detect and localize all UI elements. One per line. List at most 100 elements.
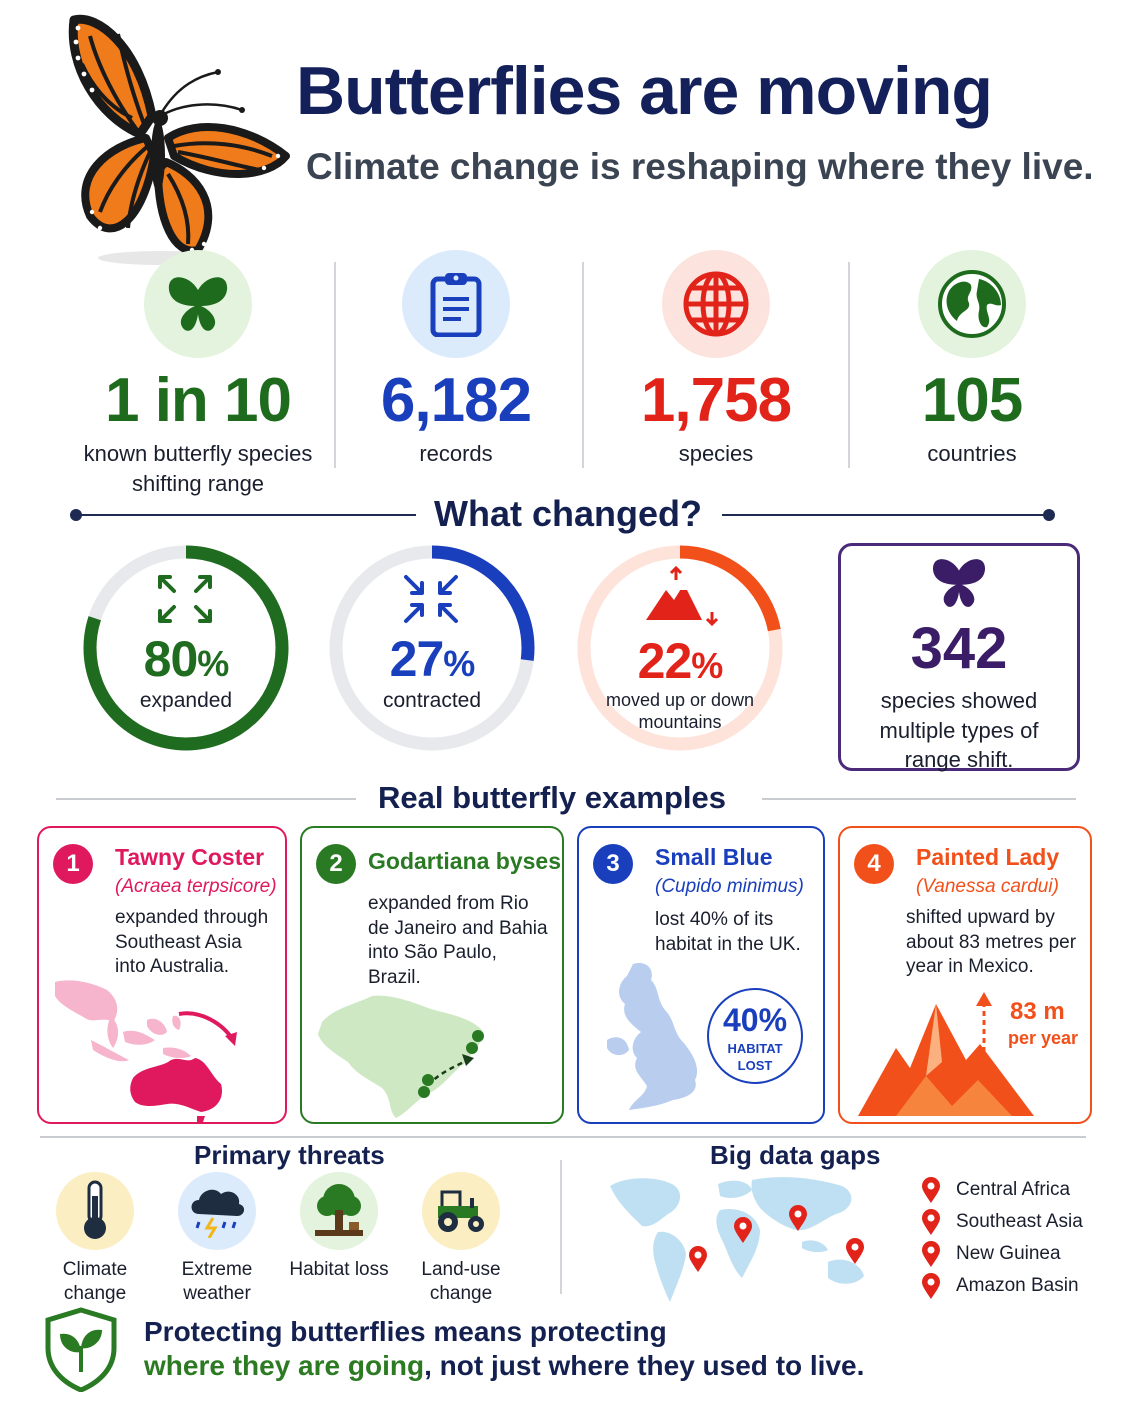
butterfly-icon xyxy=(144,250,252,358)
data-gap-item: New Guinea xyxy=(920,1240,1061,1268)
habitat-lost-stamp: 40% HABITAT LOST xyxy=(707,988,803,1084)
card-species-name: Godartiana byses xyxy=(368,848,562,874)
ring-unit: % xyxy=(691,645,723,686)
stat-divider xyxy=(848,262,850,468)
section-rule xyxy=(40,1136,1086,1138)
brazil-map xyxy=(318,995,484,1118)
world-map xyxy=(610,1177,864,1302)
card-description: expanded through Southeast Asia into Aus… xyxy=(115,907,269,978)
storm-cloud-icon xyxy=(178,1172,256,1250)
stamp-value: 40% xyxy=(722,1002,788,1038)
footer-highlight: where they are going xyxy=(144,1350,425,1381)
data-gap-label: Central Africa xyxy=(956,1179,1071,1200)
multi-shift-card: 342 species showed multiple types of ran… xyxy=(838,543,1080,772)
example-card-painted-lady: 4 Painted Lady (Vanessa cardui) shifted … xyxy=(838,826,1092,1124)
ring-value: 22 xyxy=(637,633,693,689)
data-gap-item: Central Africa xyxy=(920,1176,1070,1204)
multi-shift-label: species showed multiple types of range s… xyxy=(879,688,1039,773)
map-pin-icon xyxy=(689,1246,707,1272)
stat-divider xyxy=(582,262,584,468)
rise-unit: per year xyxy=(1008,1028,1079,1048)
data-gap-label: Amazon Basin xyxy=(956,1275,1079,1296)
card-scientific-name: (Vanessa cardui) xyxy=(916,876,1059,897)
data-gap-item: Amazon Basin xyxy=(920,1272,1079,1300)
ring-contracted xyxy=(329,545,535,751)
example-card-tawny-coster: 1 Tawny Coster (Acraea terpsicore) expan… xyxy=(37,826,287,1124)
card-scientific-name: (Acraea terpsicore) xyxy=(115,876,277,897)
multi-shift-value: 342 xyxy=(910,616,1008,681)
map-pin-icon xyxy=(789,1205,807,1231)
tree-stump-icon xyxy=(300,1172,378,1250)
ring-unit: % xyxy=(443,643,475,684)
butterfly-icon xyxy=(932,559,986,607)
card-number-badge: 1 xyxy=(53,844,93,884)
uk-map xyxy=(607,962,698,1110)
stat-value: 1,758 xyxy=(640,366,792,435)
footer-line-1: Protecting butterflies means protecting xyxy=(144,1316,667,1347)
threat-extreme-weather: Extreme weather xyxy=(162,1172,272,1306)
ring-expanded-text: 80% expanded xyxy=(78,630,294,713)
section-rule xyxy=(56,798,356,800)
section-title-threats: Primary threats xyxy=(194,1140,385,1170)
ring-value: 80 xyxy=(143,631,199,687)
card-species-name: Small Blue xyxy=(655,844,773,870)
ring-unit: % xyxy=(197,643,229,684)
mountain-illustration xyxy=(858,992,1034,1116)
section-rule xyxy=(762,798,1076,800)
stat-divider xyxy=(334,262,336,468)
ring-contracted-text: 27% contracted xyxy=(324,630,540,713)
ring-value: 27 xyxy=(389,631,445,687)
threat-climate-change: Climate change xyxy=(40,1172,150,1306)
ring-label: moved up or down mountains xyxy=(605,690,755,732)
section-rule xyxy=(722,514,1048,516)
card-species-name: Tawny Coster xyxy=(115,844,265,870)
earth-icon xyxy=(918,250,1026,358)
globe-grid-icon xyxy=(662,250,770,358)
card-number-badge: 4 xyxy=(854,844,894,884)
section-title-examples: Real butterfly examples xyxy=(378,780,727,815)
card-description: expanded from Rio de Janeiro and Bahia i… xyxy=(368,893,548,989)
mountain-arrows-icon xyxy=(646,566,719,627)
threat-label: Land-use change xyxy=(421,1259,501,1304)
ring-label: expanded xyxy=(139,689,233,712)
page-subtitle: Climate change is reshaping where they l… xyxy=(306,146,1094,187)
stat-label: known butterfly species shifting range xyxy=(83,441,313,496)
tractor-icon xyxy=(422,1172,500,1250)
thermometer-icon xyxy=(56,1172,134,1250)
threat-habitat-loss: Habitat loss xyxy=(284,1172,394,1282)
card-number-badge: 2 xyxy=(316,844,356,884)
section-rule xyxy=(76,514,416,516)
map-pin-icon xyxy=(922,1241,940,1267)
map-pin-icon xyxy=(922,1209,940,1235)
ring-expanded xyxy=(83,545,289,751)
data-gap-item: Southeast Asia xyxy=(920,1208,1083,1236)
section-title-what-changed: What changed? xyxy=(434,493,702,534)
stat-label: countries xyxy=(927,441,1017,467)
stat-value: 105 xyxy=(921,366,1023,435)
section-title-data-gaps: Big data gaps xyxy=(710,1140,881,1170)
rise-value: 83 m xyxy=(1010,998,1065,1025)
page-title: Butterflies are moving xyxy=(296,53,993,129)
card-scientific-name: (Cupido minimus) xyxy=(655,876,804,897)
map-pin-icon xyxy=(846,1238,864,1264)
section-dot xyxy=(1043,509,1055,521)
example-card-godartiana: 2 Godartiana byses expanded from Rio de … xyxy=(300,826,564,1124)
threat-land-use-change: Land-use change xyxy=(406,1172,516,1306)
stat-label: species xyxy=(678,441,754,467)
map-pin-icon xyxy=(922,1177,940,1203)
card-description: shifted upward by about 83 metres per ye… xyxy=(906,907,1077,978)
data-gap-label: Southeast Asia xyxy=(956,1211,1083,1232)
clipboard-icon xyxy=(402,250,510,358)
stat-species: 1,758 species xyxy=(596,250,836,469)
example-card-small-blue: 3 Small Blue (Cupido minimus) lost 40% o… xyxy=(577,826,825,1124)
stat-countries: 105 countries xyxy=(852,250,1092,469)
threat-label: Climate change xyxy=(62,1259,128,1304)
stamp-label: HABITAT LOST xyxy=(727,1041,783,1073)
card-species-name: Painted Lady xyxy=(916,844,1060,870)
ring-label: contracted xyxy=(382,689,482,712)
southeast-asia-australia-map xyxy=(55,980,237,1122)
stat-value: 6,182 xyxy=(380,366,532,435)
shield-leaf-icon xyxy=(45,1307,117,1392)
card-number-badge: 3 xyxy=(593,844,633,884)
contract-arrows-icon xyxy=(404,575,458,623)
